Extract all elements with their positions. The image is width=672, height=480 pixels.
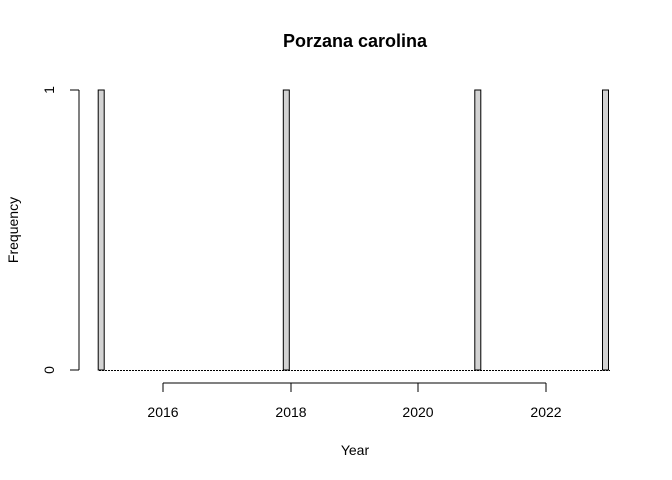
y-tick-label-1: 1: [41, 86, 57, 94]
histogram-bar-3: [602, 89, 609, 371]
y-axis-label: Frequency: [5, 197, 21, 263]
x-tick-label-2020: 2020: [402, 404, 433, 420]
x-tick-label-2022: 2022: [530, 404, 561, 420]
histogram-bar-2: [474, 89, 482, 371]
histogram-bar-1: [282, 89, 290, 371]
x-axis-label: Year: [341, 442, 370, 458]
histogram-bar-0: [97, 89, 105, 371]
x-tick-label-2018: 2018: [275, 404, 306, 420]
x-tick-label-2016: 2016: [147, 404, 178, 420]
bars-group: [97, 89, 609, 371]
y-tick-label-0: 0: [41, 366, 57, 374]
chart-title: Porzana carolina: [283, 31, 428, 51]
